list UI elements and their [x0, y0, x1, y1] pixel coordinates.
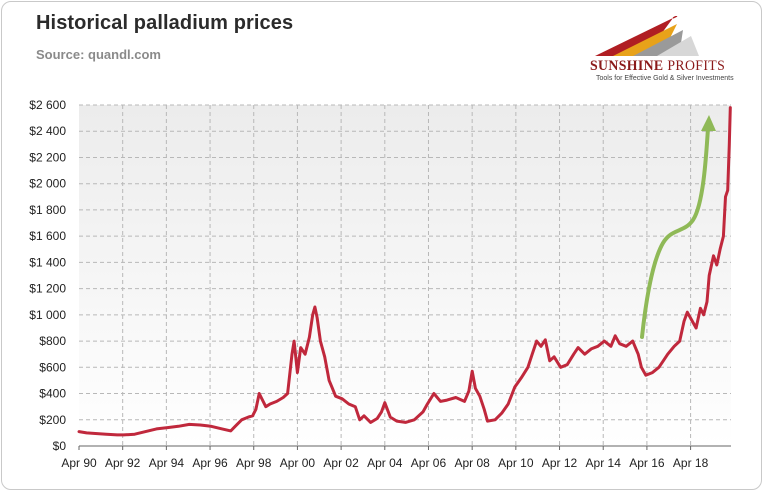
y-tick-label: $2 200: [29, 150, 66, 164]
x-tick-label: Apr 98: [236, 456, 272, 470]
trend-arrow: [640, 126, 710, 339]
y-tick-label: $0: [53, 439, 67, 453]
y-tick-label: $2 400: [29, 124, 66, 138]
y-tick-label: $800: [39, 334, 66, 348]
x-tick-label: Apr 00: [280, 456, 316, 470]
y-tick-label: $1 600: [29, 229, 66, 243]
y-tick-label: $1 400: [29, 255, 66, 269]
y-tick-label: $1 800: [29, 203, 66, 217]
x-tick-label: Apr 90: [61, 456, 97, 470]
x-tick-label: Apr 04: [367, 456, 403, 470]
x-tick-label: Apr 96: [192, 456, 228, 470]
y-tick-label: $600: [39, 360, 66, 374]
y-tick-label: $400: [39, 387, 66, 401]
logo-name: SUNSHINE PROFITS: [590, 58, 725, 75]
chart-title: Historical palladium prices: [36, 12, 294, 34]
x-tick-label: Apr 08: [454, 456, 490, 470]
x-tick-label: Apr 06: [411, 456, 447, 470]
x-tick-label: Apr 94: [149, 456, 185, 470]
y-axis: $0 $200 $400 $600 $800 $1 000 $1 200 $1 400 $1 6…: [29, 98, 66, 453]
y-tick-label: $2 600: [29, 98, 66, 112]
y-tick-label: $200: [39, 413, 66, 427]
x-tick-label: Apr 18: [673, 456, 709, 470]
x-tick-label: Apr 02: [323, 456, 359, 470]
y-tick-label: $1 000: [29, 308, 66, 322]
series-line-palladium: [77, 106, 732, 437]
grid: [79, 104, 731, 446]
x-tick-label: Apr 10: [498, 456, 534, 470]
x-axis: Apr 90 Apr 92 Apr 94 Apr 96 Apr 98 Apr 00 Apr …: [61, 446, 709, 470]
plot-area: [79, 105, 731, 446]
logo-name-light: PROFITS: [663, 58, 726, 74]
x-tick-label: Apr 12: [542, 456, 578, 470]
logo-tagline: Tools for Effective Gold & Silver Invest…: [596, 75, 734, 82]
y-tick-label: $1 200: [29, 282, 66, 296]
logo-name-bold: SUNSHINE: [590, 58, 664, 74]
x-tick-label: Apr 14: [586, 456, 622, 470]
logo-rays-icon: [595, 15, 699, 56]
y-tick-label: $2 000: [29, 177, 66, 191]
sunshine-profits-logo: SUNSHINE PROFITS Tools for Effective Gol…: [587, 15, 735, 84]
x-tick-label: Apr 16: [629, 456, 665, 470]
trend-arrow-head: [701, 115, 716, 131]
chart-source: Source: quandl.com: [36, 47, 161, 62]
x-tick-label: Apr 92: [105, 456, 141, 470]
